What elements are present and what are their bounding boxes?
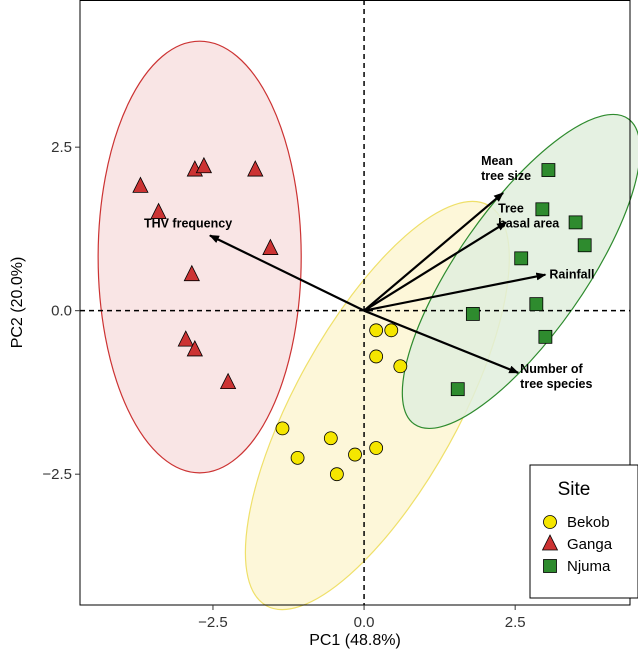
point-bekob xyxy=(369,349,384,364)
y-tick-label: 0.0 xyxy=(51,303,72,320)
plot-frame xyxy=(79,0,631,606)
y-tick-label: 2.5 xyxy=(51,139,72,156)
point-njuma xyxy=(577,238,592,253)
y-axis-title: PC2 (20.0%) xyxy=(9,257,26,349)
x-tick-label: 2.5 xyxy=(505,614,526,631)
axes: −2.5 0.0 2.5 −2.5 0.0 2.5 xyxy=(42,139,525,631)
point-bekob xyxy=(348,447,362,462)
x-tick-label: −2.5 xyxy=(198,614,228,631)
vector-label-line: THV frequency xyxy=(144,216,232,230)
vector-label-tree-basal-area: Tree basal area xyxy=(498,201,560,230)
point-ganga xyxy=(186,340,203,357)
vector-label-line: Number of xyxy=(520,362,583,376)
point-bekob xyxy=(275,421,290,436)
data-points xyxy=(132,156,592,482)
point-ganga xyxy=(177,330,194,347)
ellipse-ganga xyxy=(97,40,302,474)
vector-label-line: Mean xyxy=(481,154,513,168)
vector-label-line: tree species xyxy=(520,377,592,391)
y-tick-label: −2.5 xyxy=(42,466,72,483)
point-bekob xyxy=(329,467,344,482)
vector-label-line: Tree xyxy=(498,201,524,215)
vector-label-line: tree size xyxy=(481,169,531,183)
point-bekob xyxy=(323,431,338,446)
vector-label-line: basal area xyxy=(498,216,560,230)
legend-key-ganga xyxy=(541,534,559,551)
point-njuma xyxy=(450,382,465,397)
legend-title: Site xyxy=(558,479,591,500)
vector-label-line: Rainfall xyxy=(549,268,594,282)
point-ganga xyxy=(183,264,200,282)
legend-key-bekob xyxy=(543,515,557,529)
legend: Site Bekob Ganga Njuma xyxy=(529,464,638,599)
vector-arrow-thv-frequency xyxy=(209,234,365,312)
vector-label-mean-tree-size: Mean tree size xyxy=(481,154,531,183)
point-njuma xyxy=(535,202,550,217)
point-njuma xyxy=(541,163,556,177)
legend-box xyxy=(529,464,638,599)
point-ganga xyxy=(247,160,264,177)
point-njuma xyxy=(465,307,480,321)
point-bekob xyxy=(384,323,399,338)
point-njuma xyxy=(538,329,553,344)
point-bekob xyxy=(369,323,384,338)
point-ganga xyxy=(262,238,279,255)
point-bekob xyxy=(290,450,305,465)
vector-label-thv-frequency: THV frequency xyxy=(144,216,232,230)
vector-arrow-rainfall xyxy=(363,272,547,312)
point-ganga xyxy=(132,176,149,193)
legend-key-njuma xyxy=(543,559,557,573)
point-bekob xyxy=(369,441,384,455)
vector-label-number-of-tree-species: Number of tree species xyxy=(520,362,592,391)
legend-label-bekob: Bekob xyxy=(567,514,610,531)
loading-vectors: THV frequency Mean tree size Tree basal area… xyxy=(144,154,595,391)
vector-label-rainfall: Rainfall xyxy=(549,268,594,282)
x-tick-label: 0.0 xyxy=(354,614,375,631)
point-ganga xyxy=(195,156,213,174)
point-bekob xyxy=(393,359,408,374)
point-ganga xyxy=(150,202,167,219)
point-ganga xyxy=(219,372,237,390)
legend-label-njuma: Njuma xyxy=(567,558,611,575)
reference-lines xyxy=(80,0,630,605)
vector-arrow-tree-basal-area xyxy=(363,221,507,312)
vector-arrow-number-of-tree-species xyxy=(363,309,520,374)
legend-label-ganga: Ganga xyxy=(567,536,613,553)
point-njuma xyxy=(514,251,529,266)
vector-arrow-mean-tree-size xyxy=(363,192,504,312)
point-njuma xyxy=(568,215,583,230)
x-axis-title: PC1 (48.8%) xyxy=(309,632,401,649)
point-njuma xyxy=(529,297,544,312)
